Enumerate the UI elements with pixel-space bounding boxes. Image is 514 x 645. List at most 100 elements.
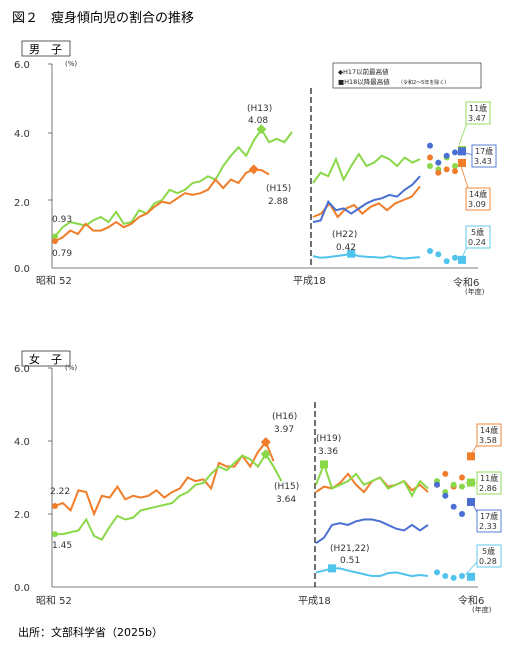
covid-point-11歳 bbox=[452, 163, 458, 169]
boys-ann-start-14: 0.79 bbox=[52, 249, 72, 259]
girls-ann-start-14: 2.22 bbox=[50, 487, 70, 497]
final-point-5歳 bbox=[458, 255, 466, 264]
covid-point-17歳 bbox=[427, 142, 433, 149]
girls-subtitle: 女 子 bbox=[29, 352, 62, 366]
boys-ann-h15-value: 2.88 bbox=[268, 197, 288, 207]
covid-point-5歳 bbox=[450, 574, 457, 581]
girls-callout-5: 5歳 0.28 bbox=[464, 544, 502, 576]
callout-line bbox=[460, 165, 469, 189]
boys-xlabel-mid: 平成18 bbox=[293, 275, 326, 287]
callout-box bbox=[476, 509, 502, 533]
boys-ann-h15-label: (H15) bbox=[266, 184, 291, 194]
series-line-new-11歳 bbox=[315, 461, 429, 498]
boys-ytick-2: 2.0 bbox=[14, 198, 30, 209]
callout-label: 17歳 bbox=[480, 511, 498, 521]
girls-callout-14: 14歳 3.58 bbox=[471, 423, 502, 454]
callout-box bbox=[465, 187, 491, 211]
callout-value: 2.33 bbox=[479, 522, 497, 531]
covid-point-5歳 bbox=[452, 254, 458, 261]
callout-box bbox=[476, 544, 502, 568]
girls-chart: 女 子 (%) 6.0 4.0 2.0 0.0 昭和 52 平成18 令和6 (… bbox=[14, 350, 502, 614]
max-marker-old-11歳 bbox=[256, 124, 267, 135]
callout-label: 5歳 bbox=[471, 227, 484, 237]
girls-ann-h16-label: (H16) bbox=[272, 412, 297, 422]
covid-point-5歳 bbox=[459, 573, 465, 580]
callout-box bbox=[465, 101, 491, 125]
girls-ann-h16-value: 3.97 bbox=[274, 425, 294, 435]
boys-subtitle-box bbox=[21, 40, 71, 57]
covid-point-5歳 bbox=[442, 573, 449, 580]
covid-point-5歳 bbox=[443, 258, 450, 265]
start-point-14歳 bbox=[52, 502, 58, 509]
covid-point-11歳 bbox=[427, 163, 433, 169]
girls-callouts: 14歳 3.58 11歳 2.86 17歳 2.33 5歳 0.28 bbox=[464, 423, 502, 576]
boys-callout-5: 5歳 0.24 bbox=[460, 225, 491, 261]
girls-ann-h15-value: 3.64 bbox=[276, 495, 296, 505]
source-note: 出所：文部科学省（2025b） bbox=[18, 625, 163, 639]
girls-xlabel-start: 昭和 52 bbox=[36, 595, 72, 607]
final-point-14歳 bbox=[458, 158, 466, 167]
boys-chart: 男 子 (%) 6.0 4.0 2.0 0.0 昭和 52 平成18 令和6 (… bbox=[14, 40, 497, 296]
girls-ann-h2122-value: 0.51 bbox=[340, 556, 360, 566]
boys-xlabel-start: 昭和 52 bbox=[36, 275, 72, 287]
max-marker-new-5歳 bbox=[328, 564, 336, 573]
max-marker-old-14歳 bbox=[248, 164, 259, 175]
girls-ytick-2: 2.0 bbox=[14, 510, 30, 521]
boys-ann-h13-label: (H13) bbox=[247, 104, 272, 114]
callout-value: 0.28 bbox=[479, 557, 497, 566]
max-marker-old-11歳 bbox=[260, 449, 271, 460]
callout-box bbox=[476, 471, 502, 495]
girls-unit: (%) bbox=[65, 364, 77, 372]
girls-ann-h2122-label: (H21,22) bbox=[330, 544, 370, 554]
covid-point-14歳 bbox=[442, 470, 449, 477]
callout-label: 11歳 bbox=[469, 103, 487, 113]
girls-annotations: (H16) 3.97 (H15) 3.64 (H19) 3.36 (H21,22… bbox=[50, 412, 370, 566]
boys-ytick-4: 4.0 bbox=[14, 129, 30, 140]
covid-point-11歳 bbox=[459, 483, 465, 490]
girls-ann-h19-value: 3.36 bbox=[318, 447, 338, 457]
series-line-new-14歳 bbox=[315, 472, 429, 494]
legend-box bbox=[332, 62, 482, 89]
covid-point-17歳 bbox=[450, 503, 457, 510]
figure-title: 図２ 瘦身傾向児の割合の推移 bbox=[12, 10, 194, 26]
final-point-5歳 bbox=[467, 572, 475, 581]
callout-line bbox=[464, 561, 478, 576]
covid-point-17歳 bbox=[435, 159, 442, 166]
girls-ytick-6: 6.0 bbox=[14, 364, 30, 375]
girls-subtitle-box bbox=[21, 350, 71, 367]
start-point-11歳 bbox=[52, 233, 58, 240]
max-marker-new-11歳 bbox=[320, 460, 328, 469]
boys-xlabel-end: 令和6 bbox=[453, 276, 479, 289]
callout-box bbox=[471, 144, 497, 168]
boys-callout-11: 11歳 3.47 bbox=[458, 101, 491, 146]
boys-unit: (%) bbox=[65, 60, 77, 68]
final-point-14歳 bbox=[467, 452, 475, 461]
series-line-old-11歳 bbox=[55, 452, 283, 541]
callout-value: 2.86 bbox=[479, 484, 497, 493]
boys-ann-h22-value: 0.42 bbox=[336, 243, 356, 253]
series-line-old-14歳 bbox=[54, 440, 275, 517]
covid-point-17歳 bbox=[452, 149, 458, 156]
girls-xlabel-end: 令和6 bbox=[458, 594, 484, 607]
girls-callout-17: 17歳 2.33 bbox=[471, 502, 502, 533]
covid-point-14歳 bbox=[435, 169, 442, 176]
covid-point-14歳 bbox=[459, 474, 465, 481]
boys-ann-start-11: 0.93 bbox=[52, 215, 72, 225]
girls-ytick-0: 0.0 bbox=[14, 583, 30, 594]
girls-callout-11: 11歳 2.86 bbox=[465, 471, 502, 495]
start-point-14歳 bbox=[52, 238, 58, 245]
callout-label: 14歳 bbox=[480, 425, 498, 435]
boys-callout-17: 17歳 3.43 bbox=[462, 144, 497, 168]
callout-value: 3.09 bbox=[468, 200, 486, 209]
covid-point-14歳 bbox=[427, 154, 433, 161]
series-line-new-11歳 bbox=[312, 152, 421, 184]
boys-callout-14: 14歳 3.09 bbox=[460, 165, 491, 211]
covid-point-14歳 bbox=[452, 168, 458, 175]
callout-label: 5歳 bbox=[482, 546, 495, 556]
callout-line bbox=[462, 151, 474, 156]
series-line-new-17歳 bbox=[315, 518, 429, 545]
covid-point-17歳 bbox=[443, 152, 450, 159]
covid-point-14歳 bbox=[443, 166, 450, 173]
series-line-old-11歳 bbox=[54, 127, 293, 238]
